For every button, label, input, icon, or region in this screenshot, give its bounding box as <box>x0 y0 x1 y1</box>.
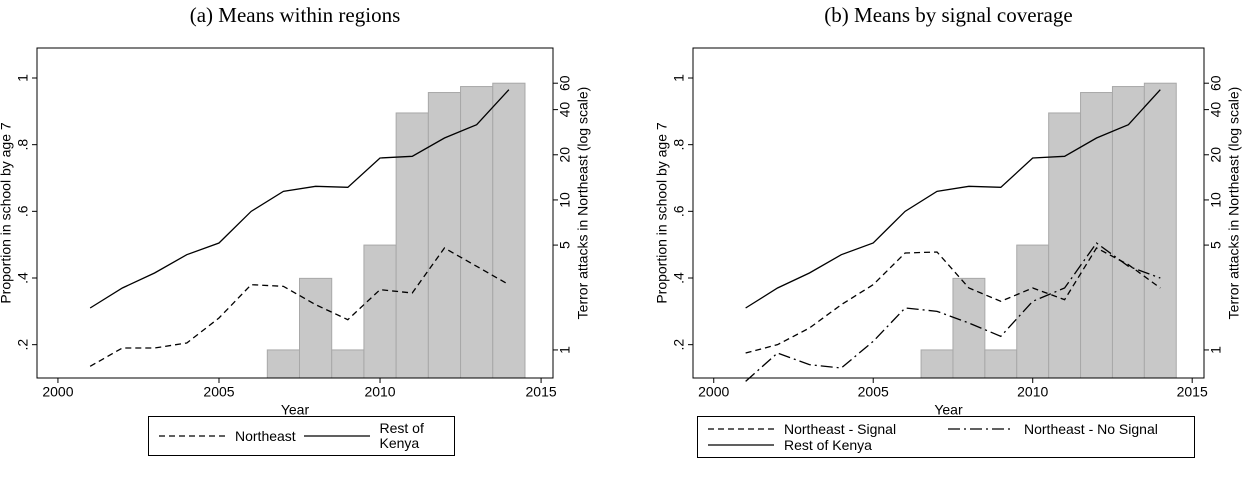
y-axis-label: Proportion in school by age 7 <box>0 122 14 304</box>
legend-entry: Rest of Kenya <box>706 437 946 453</box>
y2-tick-label: 5 <box>1208 241 1224 249</box>
legend-label: Rest of Kenya <box>784 437 872 453</box>
legend-swatch <box>303 435 370 437</box>
y2-tick-label: 1 <box>557 346 573 354</box>
legend-swatch <box>708 444 774 446</box>
bar <box>427 92 462 379</box>
series-line <box>745 247 1161 354</box>
legend-entry: Rest of Kenya <box>302 421 447 451</box>
x-tick-label: 2000 <box>698 384 729 400</box>
chart-title: (b) Means by signal coverage <box>824 3 1072 27</box>
legend-entry: Northeast - Signal <box>706 421 946 437</box>
y-tick-label: .8 <box>15 139 31 151</box>
y2-tick-label: 20 <box>1208 147 1224 163</box>
plot-frame <box>692 47 1205 379</box>
y2-tick-label: 40 <box>557 102 573 118</box>
y-tick-label: .6 <box>15 205 31 217</box>
legend-swatch <box>948 428 1014 430</box>
legend-label: Rest of Kenya <box>379 420 424 451</box>
series-line <box>745 242 1161 382</box>
x-axis-label: Year <box>281 402 310 418</box>
bar <box>460 86 494 379</box>
y-tick-label: 1 <box>15 74 31 82</box>
y2-tick-label: 1 <box>1208 346 1224 354</box>
y-tick-label: .2 <box>671 339 687 351</box>
x-tick-label: 2010 <box>364 384 395 400</box>
plot-frame <box>36 47 554 379</box>
legend-swatch <box>159 435 225 437</box>
x-tick-label: 2015 <box>526 384 557 400</box>
bar <box>1080 92 1113 379</box>
bar <box>299 277 333 379</box>
series-line <box>89 247 510 367</box>
bar <box>920 349 954 379</box>
legend: Northeast - Signal Northeast - No Signal R… <box>697 416 1195 458</box>
x-tick-label: 2015 <box>1177 384 1208 400</box>
y2-tick-label: 5 <box>557 241 573 249</box>
legend-entry: Northeast - No Signal <box>946 421 1186 437</box>
y2-tick-label: 10 <box>1208 192 1224 208</box>
legend-label: Northeast - Signal <box>784 421 897 437</box>
series-line <box>745 89 1161 309</box>
bar <box>984 349 1018 379</box>
legend-entry: Northeast <box>157 427 302 444</box>
bar <box>1048 112 1082 379</box>
bar <box>1111 86 1145 379</box>
y-tick-label: .2 <box>15 339 31 351</box>
bar <box>1143 82 1177 379</box>
y-tick-label: .4 <box>671 272 687 284</box>
y2-tick-label: 60 <box>1208 75 1224 91</box>
y-tick-label: .6 <box>671 205 687 217</box>
legend-swatch <box>708 428 774 430</box>
y2-tick-label: 10 <box>557 192 573 208</box>
bar <box>395 112 429 379</box>
y2-axis-label: Terror attacks in Northeast (log scale) <box>1226 87 1242 320</box>
x-axis-label: Year <box>934 402 963 418</box>
bar <box>331 349 365 379</box>
bar <box>492 82 526 379</box>
legend-label: Northeast <box>235 427 296 444</box>
y2-tick-label: 60 <box>557 75 573 91</box>
chart-title: (a) Means within regions <box>190 3 401 27</box>
bar <box>266 349 301 379</box>
y2-axis-label: Terror attacks in Northeast (log scale) <box>575 87 591 320</box>
y2-tick-label: 20 <box>557 147 573 163</box>
x-tick-label: 2005 <box>858 384 889 400</box>
x-tick-label: 2010 <box>1017 384 1048 400</box>
y2-tick-label: 40 <box>1208 102 1224 118</box>
x-tick-label: 2000 <box>42 384 73 400</box>
x-tick-label: 2005 <box>203 384 234 400</box>
bar <box>363 244 397 379</box>
bar <box>1016 244 1050 379</box>
y-tick-label: .4 <box>15 272 31 284</box>
y-axis-label: Proportion in school by age 7 <box>654 122 670 304</box>
legend-label: Northeast - No Signal <box>1024 421 1158 437</box>
y-tick-label: .8 <box>671 139 687 151</box>
series-line <box>89 89 510 309</box>
y-tick-label: 1 <box>671 74 687 82</box>
legend: Northeast Rest of Kenya <box>148 416 455 456</box>
